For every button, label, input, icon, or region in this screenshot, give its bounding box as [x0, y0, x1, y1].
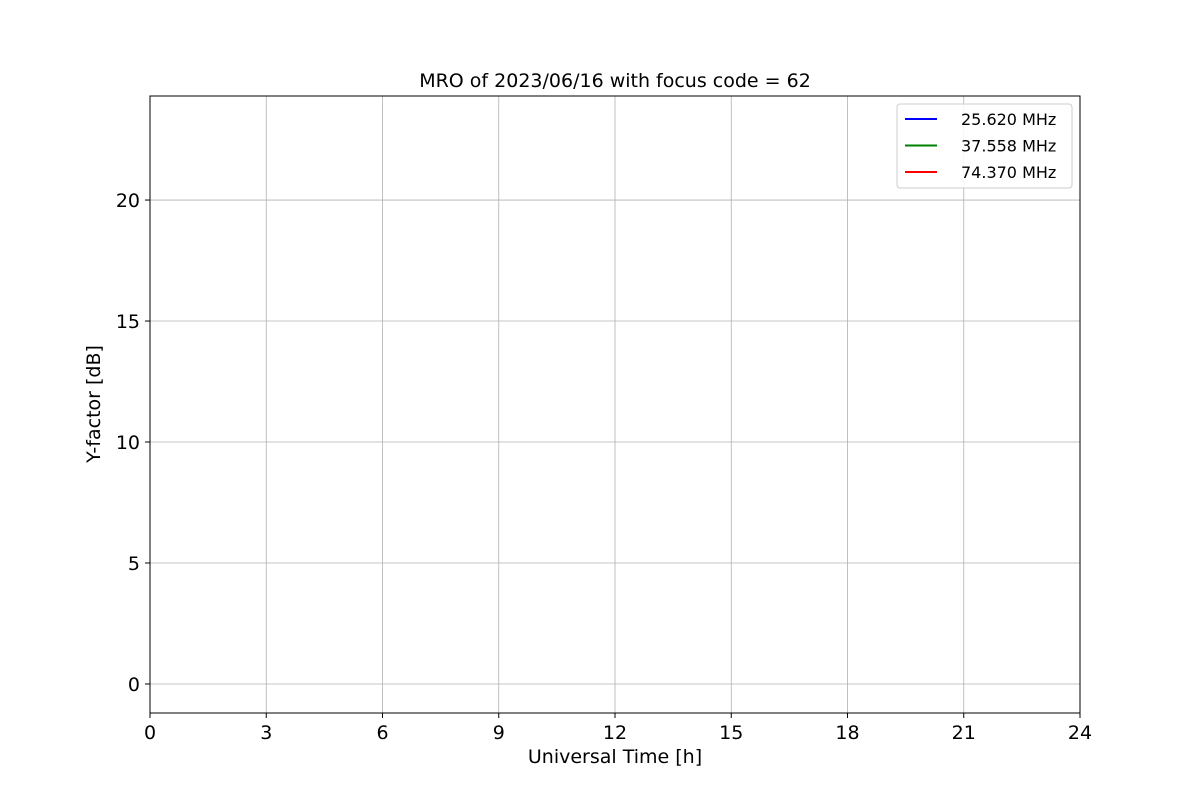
- y-tick-label: 20: [116, 190, 140, 212]
- legend: 25.620 MHz 37.558 MHz 74.370 MHz: [896, 103, 1073, 189]
- y-tick-label: 0: [128, 674, 140, 696]
- legend-label: 25.620 MHz: [961, 110, 1056, 129]
- x-tick-label: 0: [144, 722, 156, 744]
- x-tick-label: 21: [952, 722, 976, 744]
- legend-label: 37.558 MHz: [961, 137, 1056, 156]
- legend-box: [896, 103, 1073, 189]
- y-tick-label: 15: [116, 311, 140, 333]
- x-tick-label: 15: [719, 722, 743, 744]
- x-tick-label: 12: [603, 722, 627, 744]
- x-axis-label: Universal Time [h]: [528, 746, 702, 768]
- x-tick-label: 18: [835, 722, 859, 744]
- y-axis: 0 5 10 15 20: [116, 190, 150, 696]
- y-axis-label: Y-factor [dB]: [83, 345, 105, 464]
- chart-title: MRO of 2023/06/16 with focus code = 62: [419, 70, 811, 92]
- x-tick-label: 9: [493, 722, 505, 744]
- x-axis: 0 3 6 9 12 15 18 21 24: [144, 713, 1092, 744]
- y-tick-label: 5: [128, 553, 140, 575]
- x-tick-label: 24: [1068, 722, 1092, 744]
- legend-label: 74.370 MHz: [961, 163, 1056, 182]
- x-tick-label: 6: [376, 722, 388, 744]
- y-tick-label: 10: [116, 432, 140, 454]
- x-tick-label: 3: [260, 722, 272, 744]
